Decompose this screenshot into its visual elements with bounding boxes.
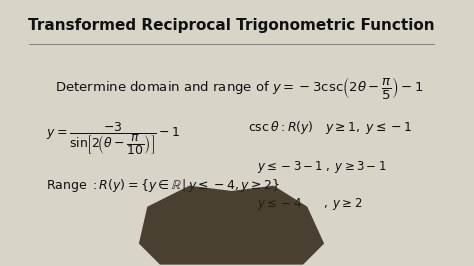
Text: $\csc\theta : R(y) \quad y\geq 1,\; y\leq -1$: $\csc\theta : R(y) \quad y\geq 1,\; y\le… [248, 119, 413, 136]
Text: Determine domain and range of $y = -3\csc\!\left(2\theta - \dfrac{\pi}{5}\right): Determine domain and range of $y = -3\cs… [55, 75, 423, 101]
Text: Transformed Reciprocal Trigonometric Function: Transformed Reciprocal Trigonometric Fun… [28, 18, 435, 32]
Text: $y\leq -3-1 \;,\; y\geq 3-1$: $y\leq -3-1 \;,\; y\geq 3-1$ [257, 159, 386, 175]
Text: $y\leq -4 \qquad,\; y\geq 2$: $y\leq -4 \qquad,\; y\geq 2$ [257, 196, 362, 212]
Polygon shape [139, 186, 324, 265]
Text: Range $: R(y) = \{y\in\mathbb{R}\,|\, y\leq -4, y\geq 2\}$: Range $: R(y) = \{y\in\mathbb{R}\,|\, y\… [46, 177, 280, 194]
Text: $y = \dfrac{-3}{\sin\!\left[2\!\left(\theta - \dfrac{\pi}{10}\right)\right]} - 1: $y = \dfrac{-3}{\sin\!\left[2\!\left(\th… [46, 120, 181, 157]
